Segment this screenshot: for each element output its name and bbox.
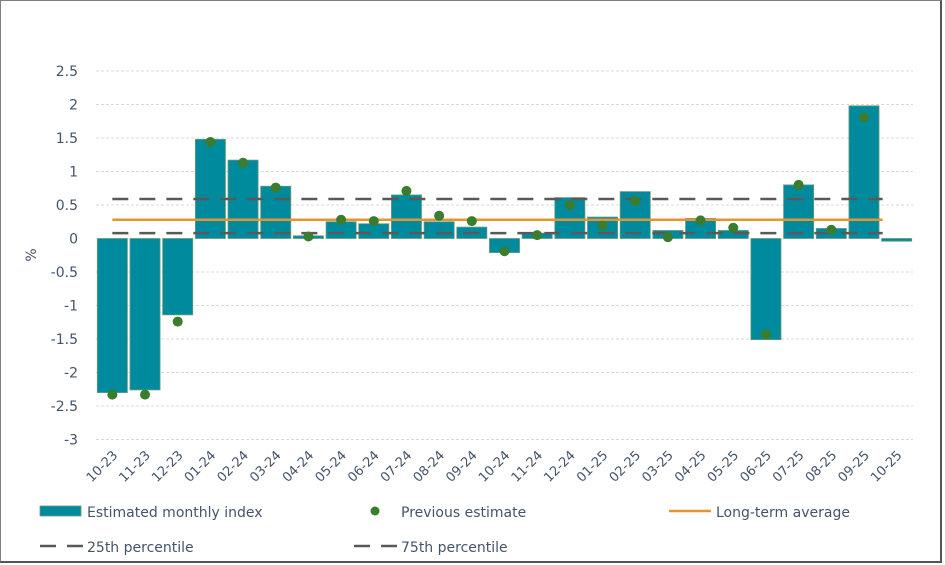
legend-label: Estimated monthly index <box>87 505 263 521</box>
x-tick-label: 12-23 <box>149 448 186 485</box>
x-tick-label: 03-24 <box>247 448 284 485</box>
x-tick-label: 06-24 <box>345 448 382 485</box>
y-tick-label: -0.5 <box>51 265 78 281</box>
dot-06-24 <box>368 216 379 227</box>
bar-11-23 <box>129 238 161 391</box>
x-axis-ticks: 10-2311-2312-2301-2402-2403-2404-2405-24… <box>84 448 906 485</box>
y-tick-label: 0.5 <box>56 198 78 214</box>
dot-10-23 <box>107 389 118 400</box>
x-tick-label: 05-25 <box>705 448 742 485</box>
reference-lines <box>112 197 883 235</box>
dot-04-24 <box>303 231 314 242</box>
bar-07-25 <box>783 184 815 239</box>
y-tick-label: 2.5 <box>56 64 78 80</box>
bar-02-25 <box>619 191 651 239</box>
x-tick-label: 10-23 <box>84 448 121 485</box>
dot-03-25 <box>662 232 673 243</box>
dot-08-24 <box>434 210 445 221</box>
y-tick-label: 2 <box>69 98 78 114</box>
dot-01-25 <box>597 220 608 231</box>
bar-07-24 <box>391 194 422 239</box>
x-tick-label: 07-25 <box>770 448 807 485</box>
dot-07-25 <box>793 179 804 190</box>
bar-06-25 <box>750 238 782 341</box>
dot-02-24 <box>238 157 249 168</box>
x-tick-label: 07-24 <box>378 448 415 485</box>
legend-label: Long-term average <box>716 505 850 521</box>
x-tick-label: 08-24 <box>411 448 448 485</box>
x-tick-label: 09-25 <box>835 448 872 485</box>
x-tick-label: 01-24 <box>182 448 219 485</box>
x-tick-label: 02-25 <box>607 448 644 485</box>
y-tick-label: -1.5 <box>51 332 78 348</box>
dot-08-25 <box>826 224 837 235</box>
x-tick-label: 11-23 <box>117 448 154 485</box>
dot-12-24 <box>564 200 575 210</box>
previous-estimate-dots <box>107 112 869 400</box>
bar-03-24 <box>260 185 292 239</box>
y-axis-label: % <box>24 248 40 261</box>
bar-01-24 <box>194 138 226 239</box>
bar-10-23 <box>96 238 128 394</box>
dot-05-25 <box>728 222 739 233</box>
x-tick-label: 08-25 <box>803 448 840 485</box>
legend-label: 75th percentile <box>401 540 508 556</box>
bar-09-25 <box>848 105 880 239</box>
y-tick-label: -2 <box>64 366 78 382</box>
dot-05-24 <box>336 214 347 225</box>
dot-10-24 <box>499 246 510 257</box>
dot-07-24 <box>401 185 412 196</box>
dot-11-24 <box>532 230 543 241</box>
x-tick-label: 10-24 <box>476 448 513 485</box>
x-tick-label: 04-24 <box>280 448 317 485</box>
bar-08-24 <box>423 221 455 239</box>
legend: Estimated monthly index Previous estimate… <box>39 505 850 556</box>
y-tick-label: 1 <box>69 165 78 181</box>
bar-10-25 <box>881 238 913 242</box>
dot-02-25 <box>630 195 641 206</box>
x-tick-label: 11-24 <box>509 448 546 485</box>
x-tick-label: 05-24 <box>313 448 350 485</box>
x-tick-label: 12-24 <box>541 448 578 485</box>
x-tick-label: 02-24 <box>215 448 252 485</box>
dot-09-25 <box>858 112 869 123</box>
x-tick-label: 01-25 <box>574 448 611 485</box>
bar-12-23 <box>162 238 194 316</box>
legend-dot-swatch <box>370 506 380 516</box>
dot-01-24 <box>205 137 216 148</box>
x-tick-label: 06-25 <box>737 448 774 485</box>
y-tick-label: -3 <box>64 433 78 449</box>
dot-03-24 <box>270 182 281 193</box>
dot-09-24 <box>466 216 477 227</box>
y-tick-label: 0 <box>69 232 78 248</box>
dot-11-23 <box>140 389 151 400</box>
y-tick-label: 1.5 <box>56 131 78 147</box>
y-tick-label: -1 <box>64 299 78 315</box>
y-axis-ticks: 2.5 2 1.5 1 0.5 0 -0.5 -1 -1.5 -2 -2.5 -3 <box>51 64 78 449</box>
legend-label: Previous estimate <box>401 505 526 521</box>
x-tick-label: 10-25 <box>868 448 905 485</box>
x-tick-label: 04-25 <box>672 448 709 485</box>
dot-04-25 <box>695 215 706 226</box>
legend-label: 25th percentile <box>87 540 194 556</box>
dot-12-23 <box>172 316 183 327</box>
y-tick-label: -2.5 <box>51 399 78 415</box>
x-tick-label: 09-24 <box>443 448 480 485</box>
legend-bar-swatch <box>39 505 82 517</box>
x-tick-label: 03-25 <box>639 448 676 485</box>
dot-06-25 <box>760 329 771 340</box>
